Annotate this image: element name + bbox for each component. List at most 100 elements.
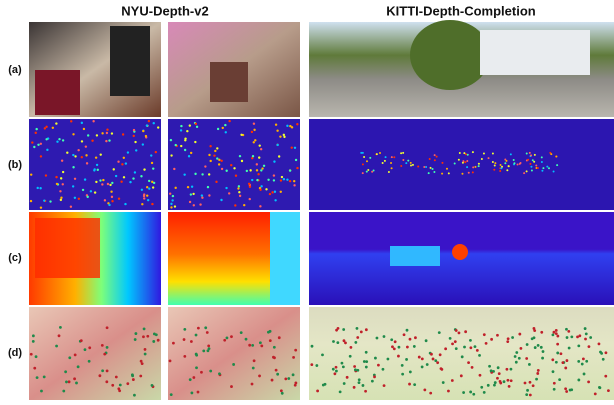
error-point bbox=[340, 361, 344, 365]
depth-point bbox=[73, 196, 77, 199]
depth-point bbox=[466, 153, 469, 156]
error-point bbox=[207, 347, 211, 351]
error-point bbox=[375, 336, 379, 340]
error-point bbox=[42, 375, 46, 379]
error-point bbox=[567, 346, 571, 350]
error-point bbox=[558, 378, 562, 382]
depth-point bbox=[441, 161, 444, 164]
error-point bbox=[335, 369, 338, 373]
depth-point bbox=[268, 192, 272, 196]
error-point bbox=[460, 355, 464, 359]
error-point bbox=[87, 359, 91, 363]
error-point bbox=[525, 357, 529, 360]
depth-point bbox=[122, 176, 126, 179]
error-point bbox=[35, 376, 39, 380]
error-point bbox=[349, 345, 353, 349]
depth-point bbox=[208, 194, 211, 197]
error-point bbox=[218, 372, 221, 376]
error-point bbox=[397, 354, 400, 358]
depth-point bbox=[227, 192, 231, 195]
depth-point bbox=[73, 177, 77, 181]
error-point bbox=[486, 383, 490, 387]
depth-point bbox=[35, 127, 38, 131]
sparse-depth bbox=[309, 119, 614, 210]
error-point bbox=[190, 391, 194, 395]
error-point bbox=[73, 353, 77, 357]
error-point bbox=[382, 384, 386, 388]
depth-point bbox=[105, 131, 109, 135]
depth-point bbox=[533, 160, 536, 163]
depth-point bbox=[379, 151, 382, 154]
depth-point bbox=[169, 138, 173, 142]
depth-point bbox=[43, 199, 46, 202]
error-point bbox=[401, 372, 405, 376]
error-point bbox=[258, 374, 261, 378]
depth-point bbox=[171, 199, 174, 202]
depth-point bbox=[429, 166, 432, 169]
error-point bbox=[583, 327, 587, 330]
error-point bbox=[353, 368, 357, 372]
error-point bbox=[506, 340, 510, 344]
error-point bbox=[336, 341, 340, 345]
sparse-depth bbox=[168, 119, 300, 210]
depth-point bbox=[49, 200, 52, 203]
depth-point bbox=[243, 203, 246, 207]
error-point bbox=[539, 345, 543, 349]
depth-point bbox=[505, 159, 508, 162]
depth-point bbox=[216, 147, 219, 150]
error-point bbox=[420, 365, 424, 369]
depth-point bbox=[61, 183, 64, 186]
depth-point bbox=[280, 175, 284, 179]
error-point bbox=[364, 365, 368, 369]
error-point bbox=[518, 332, 522, 336]
depth-point bbox=[528, 151, 531, 154]
error-point bbox=[134, 332, 138, 335]
error-point bbox=[604, 374, 608, 378]
error-point bbox=[377, 363, 380, 367]
depth-point bbox=[216, 157, 219, 160]
error-point bbox=[412, 345, 416, 348]
depth-point bbox=[509, 153, 512, 156]
depth-point bbox=[238, 191, 241, 194]
depth-point bbox=[546, 165, 549, 168]
depth-point bbox=[121, 163, 124, 166]
depth-point bbox=[493, 168, 496, 171]
error-point bbox=[294, 348, 298, 352]
depth-point bbox=[259, 205, 262, 208]
column-title: NYU-Depth-v2 bbox=[121, 3, 208, 18]
depth-point bbox=[499, 170, 502, 173]
depth-point bbox=[433, 159, 436, 162]
depth-point bbox=[260, 169, 263, 172]
error-point bbox=[506, 337, 510, 341]
depth-point bbox=[530, 165, 533, 168]
depth-blob bbox=[452, 244, 468, 260]
error-point bbox=[196, 390, 200, 394]
depth-point bbox=[86, 134, 90, 137]
depth-point bbox=[296, 166, 299, 170]
depth-point bbox=[106, 128, 109, 131]
error-point bbox=[565, 359, 569, 362]
depth-point bbox=[259, 148, 263, 151]
depth-point bbox=[208, 153, 211, 157]
error-point bbox=[604, 351, 608, 355]
depth-point bbox=[535, 167, 538, 170]
depth-point bbox=[480, 158, 483, 161]
depth-point bbox=[516, 163, 519, 166]
error-point bbox=[260, 344, 264, 348]
depth-point bbox=[59, 198, 63, 202]
error-point bbox=[482, 390, 486, 394]
painting bbox=[110, 26, 150, 96]
depth-point bbox=[417, 165, 420, 168]
error-point bbox=[578, 334, 582, 338]
depth-point bbox=[506, 169, 509, 172]
depth-point bbox=[494, 162, 497, 165]
error-point bbox=[490, 337, 493, 341]
error-point bbox=[142, 327, 146, 331]
depth-point bbox=[466, 166, 469, 169]
error-point bbox=[402, 333, 406, 337]
error-point bbox=[359, 330, 363, 334]
error-point bbox=[373, 375, 376, 379]
error-point bbox=[454, 347, 458, 350]
depth-point bbox=[72, 133, 75, 136]
error-point bbox=[554, 329, 558, 332]
